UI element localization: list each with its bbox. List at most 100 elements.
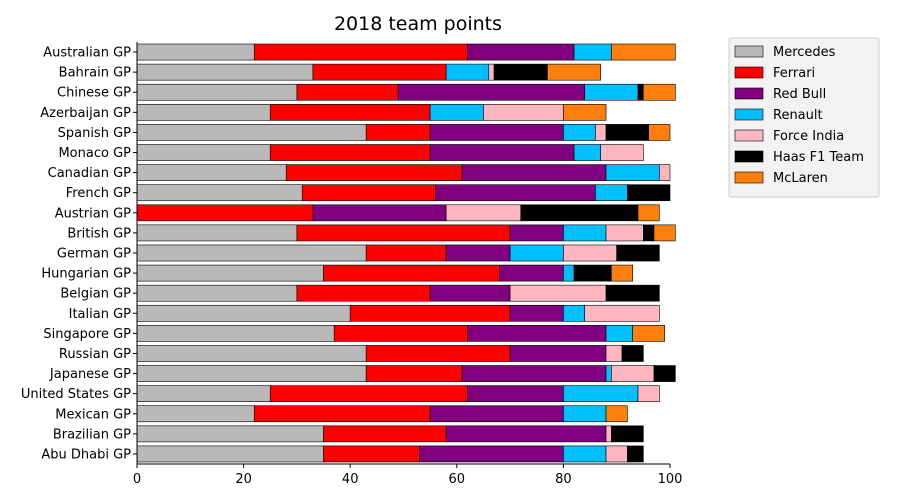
y-tick-label: Mexican GP — [55, 407, 131, 422]
bar-mclaren — [563, 103, 607, 121]
y-tick-label: Belgian GP — [60, 287, 131, 302]
bar-red-bull — [467, 325, 607, 342]
bar-renault — [563, 405, 607, 423]
bar-haas-f1-team — [605, 124, 649, 141]
bar-red-bull — [467, 385, 564, 403]
bar-force-india — [600, 144, 644, 161]
bar-force-india — [584, 304, 660, 322]
legend-swatch — [734, 87, 764, 100]
bar-haas-f1-team — [616, 244, 660, 262]
legend-label: McLaren — [773, 171, 828, 186]
bar-ferrari — [365, 365, 463, 382]
bar-renault — [445, 63, 490, 81]
bar-mercedes — [136, 224, 298, 242]
bar-red-bull — [461, 164, 607, 181]
bar-ferrari — [296, 224, 511, 242]
bar-renault — [563, 445, 607, 463]
x-tick-label: 40 — [342, 472, 359, 487]
bar-renault — [605, 365, 612, 382]
bar-renault — [573, 43, 612, 61]
bar-haas-f1-team — [573, 264, 612, 282]
bar-ferrari — [323, 264, 500, 282]
bar-renault — [563, 124, 596, 141]
bar-mercedes — [136, 365, 367, 382]
bar-mclaren — [637, 204, 660, 222]
bar-ferrari — [269, 103, 431, 121]
legend-swatch — [734, 129, 764, 142]
bar-mclaren — [547, 63, 602, 81]
bar-red-bull — [429, 144, 575, 161]
bar-force-india — [659, 164, 671, 181]
bar-red-bull — [445, 425, 607, 443]
bar-renault — [595, 184, 628, 202]
legend-swatch — [734, 108, 764, 121]
y-tick-label: Chinese GP — [57, 86, 131, 101]
bar-haas-f1-team — [621, 345, 644, 362]
axes-layer: Australian GP Bahrain GP Chinese GP Azerbai… — [21, 42, 682, 487]
bar-haas-f1-team — [627, 184, 671, 202]
y-tick-label: Italian GP — [69, 307, 132, 322]
bar-red-bull — [509, 345, 607, 362]
bar-haas-f1-team — [611, 425, 644, 443]
bar-mclaren — [632, 325, 665, 342]
bar-mclaren — [611, 43, 676, 61]
bar-ferrari — [253, 405, 431, 423]
bar-ferrari — [349, 304, 511, 322]
bar-ferrari — [365, 345, 511, 362]
bar-ferrari — [269, 144, 431, 161]
legend-label: Renault — [773, 108, 823, 123]
bar-ferrari — [285, 164, 463, 181]
bar-renault — [605, 325, 633, 342]
bar-red-bull — [467, 43, 575, 61]
bar-renault — [584, 83, 639, 101]
bar-ferrari — [333, 325, 468, 342]
y-tick-label: Canadian GP — [48, 166, 132, 181]
legend-label: Haas F1 Team — [773, 150, 864, 165]
bar-force-india — [605, 445, 628, 463]
bar-mercedes — [136, 164, 287, 181]
bar-mercedes — [136, 345, 367, 362]
bar-haas-f1-team — [605, 284, 660, 302]
y-tick-label: Hungarian GP — [41, 267, 131, 282]
bar-force-india — [605, 425, 612, 443]
y-tick-label: Japanese GP — [49, 367, 131, 382]
bar-force-india — [605, 345, 623, 362]
bar-ferrari — [269, 385, 468, 403]
bar-ferrari — [253, 43, 468, 61]
bar-mercedes — [136, 43, 255, 61]
bar-mclaren — [611, 264, 633, 282]
bar-ferrari — [323, 425, 447, 443]
legend-label: Ferrari — [773, 66, 815, 81]
y-tick-label: Abu Dhabi GP — [41, 447, 131, 462]
bar-mercedes — [136, 425, 324, 443]
y-tick-label: Russian GP — [59, 347, 131, 362]
bar-renault — [429, 103, 484, 121]
bar-haas-f1-team — [493, 63, 548, 81]
chart-title: 2018 team points — [334, 13, 502, 35]
bar-red-bull — [397, 83, 586, 101]
y-tick-label: German GP — [57, 247, 131, 262]
legend-label: Force India — [773, 129, 844, 144]
y-tick-label: French GP — [66, 186, 131, 201]
bar-mclaren — [643, 83, 676, 101]
bar-mercedes — [136, 325, 335, 342]
bar-red-bull — [429, 284, 511, 302]
bar-red-bull — [499, 264, 564, 282]
bar-red-bull — [445, 244, 511, 262]
bar-renault — [563, 385, 639, 403]
y-tick-label: Brazilian GP — [53, 427, 131, 442]
bar-red-bull — [509, 304, 564, 322]
bar-mercedes — [136, 264, 324, 282]
bar-renault — [573, 144, 602, 161]
bar-renault — [563, 264, 575, 282]
bar-ferrari — [365, 124, 431, 141]
x-tick-label: 80 — [555, 472, 572, 487]
y-tick-label: Spanish GP — [58, 126, 132, 141]
bar-mercedes — [136, 244, 367, 262]
x-tick-label: 0 — [133, 472, 141, 487]
y-tick-label: Bahrain GP — [59, 66, 131, 81]
bar-renault — [563, 304, 586, 322]
y-tick-label: United States GP — [21, 387, 131, 402]
bar-mclaren — [648, 124, 671, 141]
y-tick-label: Monaco GP — [58, 146, 131, 161]
